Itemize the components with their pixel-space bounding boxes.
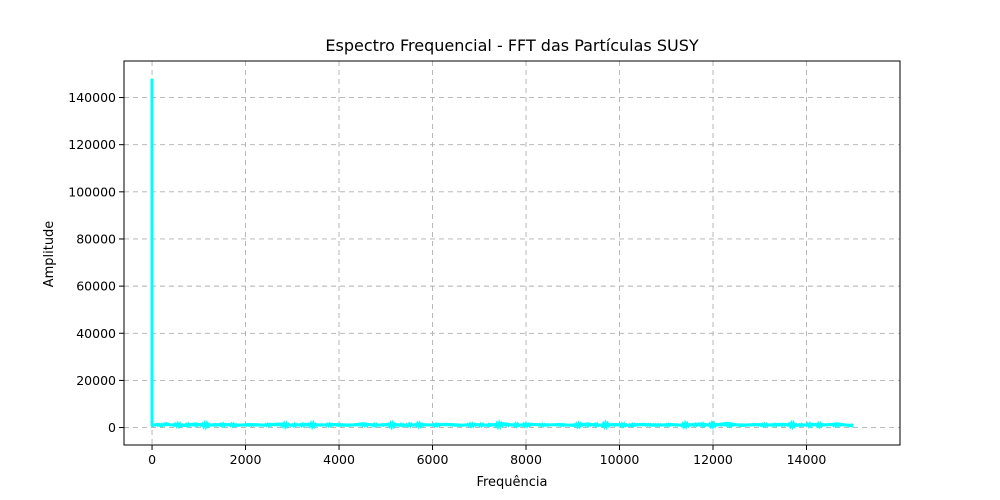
y-tick-label: 20000 [76, 373, 116, 388]
series-group [150, 78, 854, 431]
x-tick-label: 10000 [600, 452, 640, 467]
series-noise-band [151, 419, 854, 431]
y-tick-label: 0 [108, 420, 116, 435]
x-tick-label: 4000 [323, 452, 355, 467]
x-tick-label: 12000 [693, 452, 733, 467]
x-tick-label: 14000 [787, 452, 827, 467]
y-axis-ticks: 0 20000 40000 60000 80000 100000 120000 140000 [68, 90, 124, 435]
y-tick-label: 60000 [76, 279, 116, 294]
x-axis-label: Frequência [476, 475, 547, 490]
y-tick-label: 80000 [76, 231, 116, 246]
x-tick-label: 8000 [510, 452, 542, 467]
x-tick-label: 6000 [417, 452, 449, 467]
x-axis-ticks: 0 2000 4000 6000 8000 10000 12000 14000 [148, 445, 826, 467]
y-axis-label: Amplitude [42, 221, 57, 288]
y-tick-label: 40000 [76, 326, 116, 341]
y-tick-label: 140000 [68, 90, 116, 105]
x-tick-label: 2000 [230, 452, 262, 467]
plot-frame [123, 60, 901, 446]
y-tick-label: 120000 [68, 137, 116, 152]
x-tick-label: 0 [148, 452, 156, 467]
chart-title: Espectro Frequencial - FFT das Partícula… [325, 36, 698, 55]
grid [124, 61, 900, 445]
y-tick-label: 100000 [68, 184, 116, 199]
